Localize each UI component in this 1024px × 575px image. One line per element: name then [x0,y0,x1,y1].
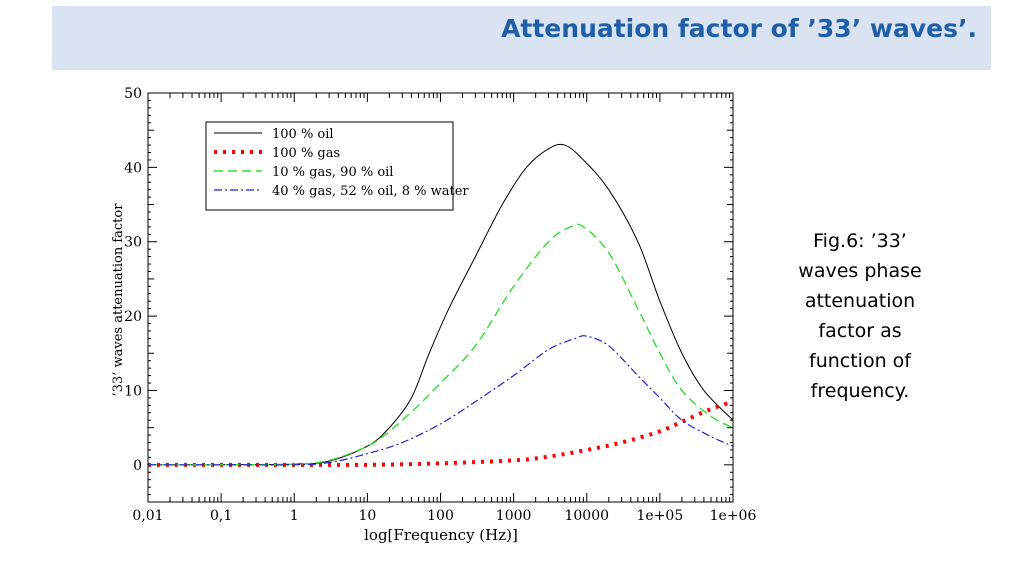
legend-box [205,121,454,211]
title-banner: Attenuation factor of ’33’ waves’. [52,6,991,70]
legend-label: 10 % gas, 90 % oil [272,165,393,180]
caption-line: Fig.6: ’33’ [813,230,907,252]
x-tick-label: 1 [290,508,299,524]
x-tick-label: 1e+05 [637,508,684,524]
caption-line: frequency. [810,380,910,402]
slide-title: Attenuation factor of ’33’ waves’. [501,14,977,43]
y-tick-label: 0 [133,458,142,474]
x-tick-label: 10 [358,508,376,524]
caption-line: attenuation [804,290,916,312]
series-line-4 [147,335,734,466]
y-tick-labels: 0 10 20 30 40 50 [124,86,142,474]
series-line-2 [147,399,734,467]
x-tick-label: 1e+06 [710,508,757,524]
y-tick-label: 10 [124,383,142,399]
x-tick-label: 0,01 [132,508,163,524]
legend-label: 100 % gas [272,146,340,161]
y-tick-label: 30 [124,235,142,251]
x-tick-label: 10000 [564,508,609,524]
plot-frame [147,92,734,503]
legend-label: 100 % oil [272,127,334,142]
x-tick-labels: 0,01 0,1 1 10 100 1000 10000 1e+05 1e+06 [132,508,756,524]
legend: 100 % oil 100 % gas 10 % gas, 90 % oil 40 %… [205,121,469,211]
series-lines [147,143,734,467]
x-tick-label: 1000 [496,508,532,524]
x-tick-label: 0,1 [210,508,232,524]
x-axis-label: log[Frequency (Hz)] [364,526,518,544]
figure-caption: Fig.6: ’33’ waves phase attenuation fact… [784,226,936,406]
y-tick-label: 50 [124,86,142,102]
y-tick-label: 20 [124,309,142,325]
x-tick-label: 100 [427,508,454,524]
series-line-3 [147,223,734,466]
y-tick-label: 40 [124,160,142,176]
caption-line: waves phase [798,260,922,282]
y-axis-label: ’33’ waves attenuation factor [111,203,126,397]
caption-line: factor as [818,320,902,342]
caption-line: function of [809,350,911,372]
legend-label: 40 % gas, 52 % oil, 8 % water [272,184,469,199]
